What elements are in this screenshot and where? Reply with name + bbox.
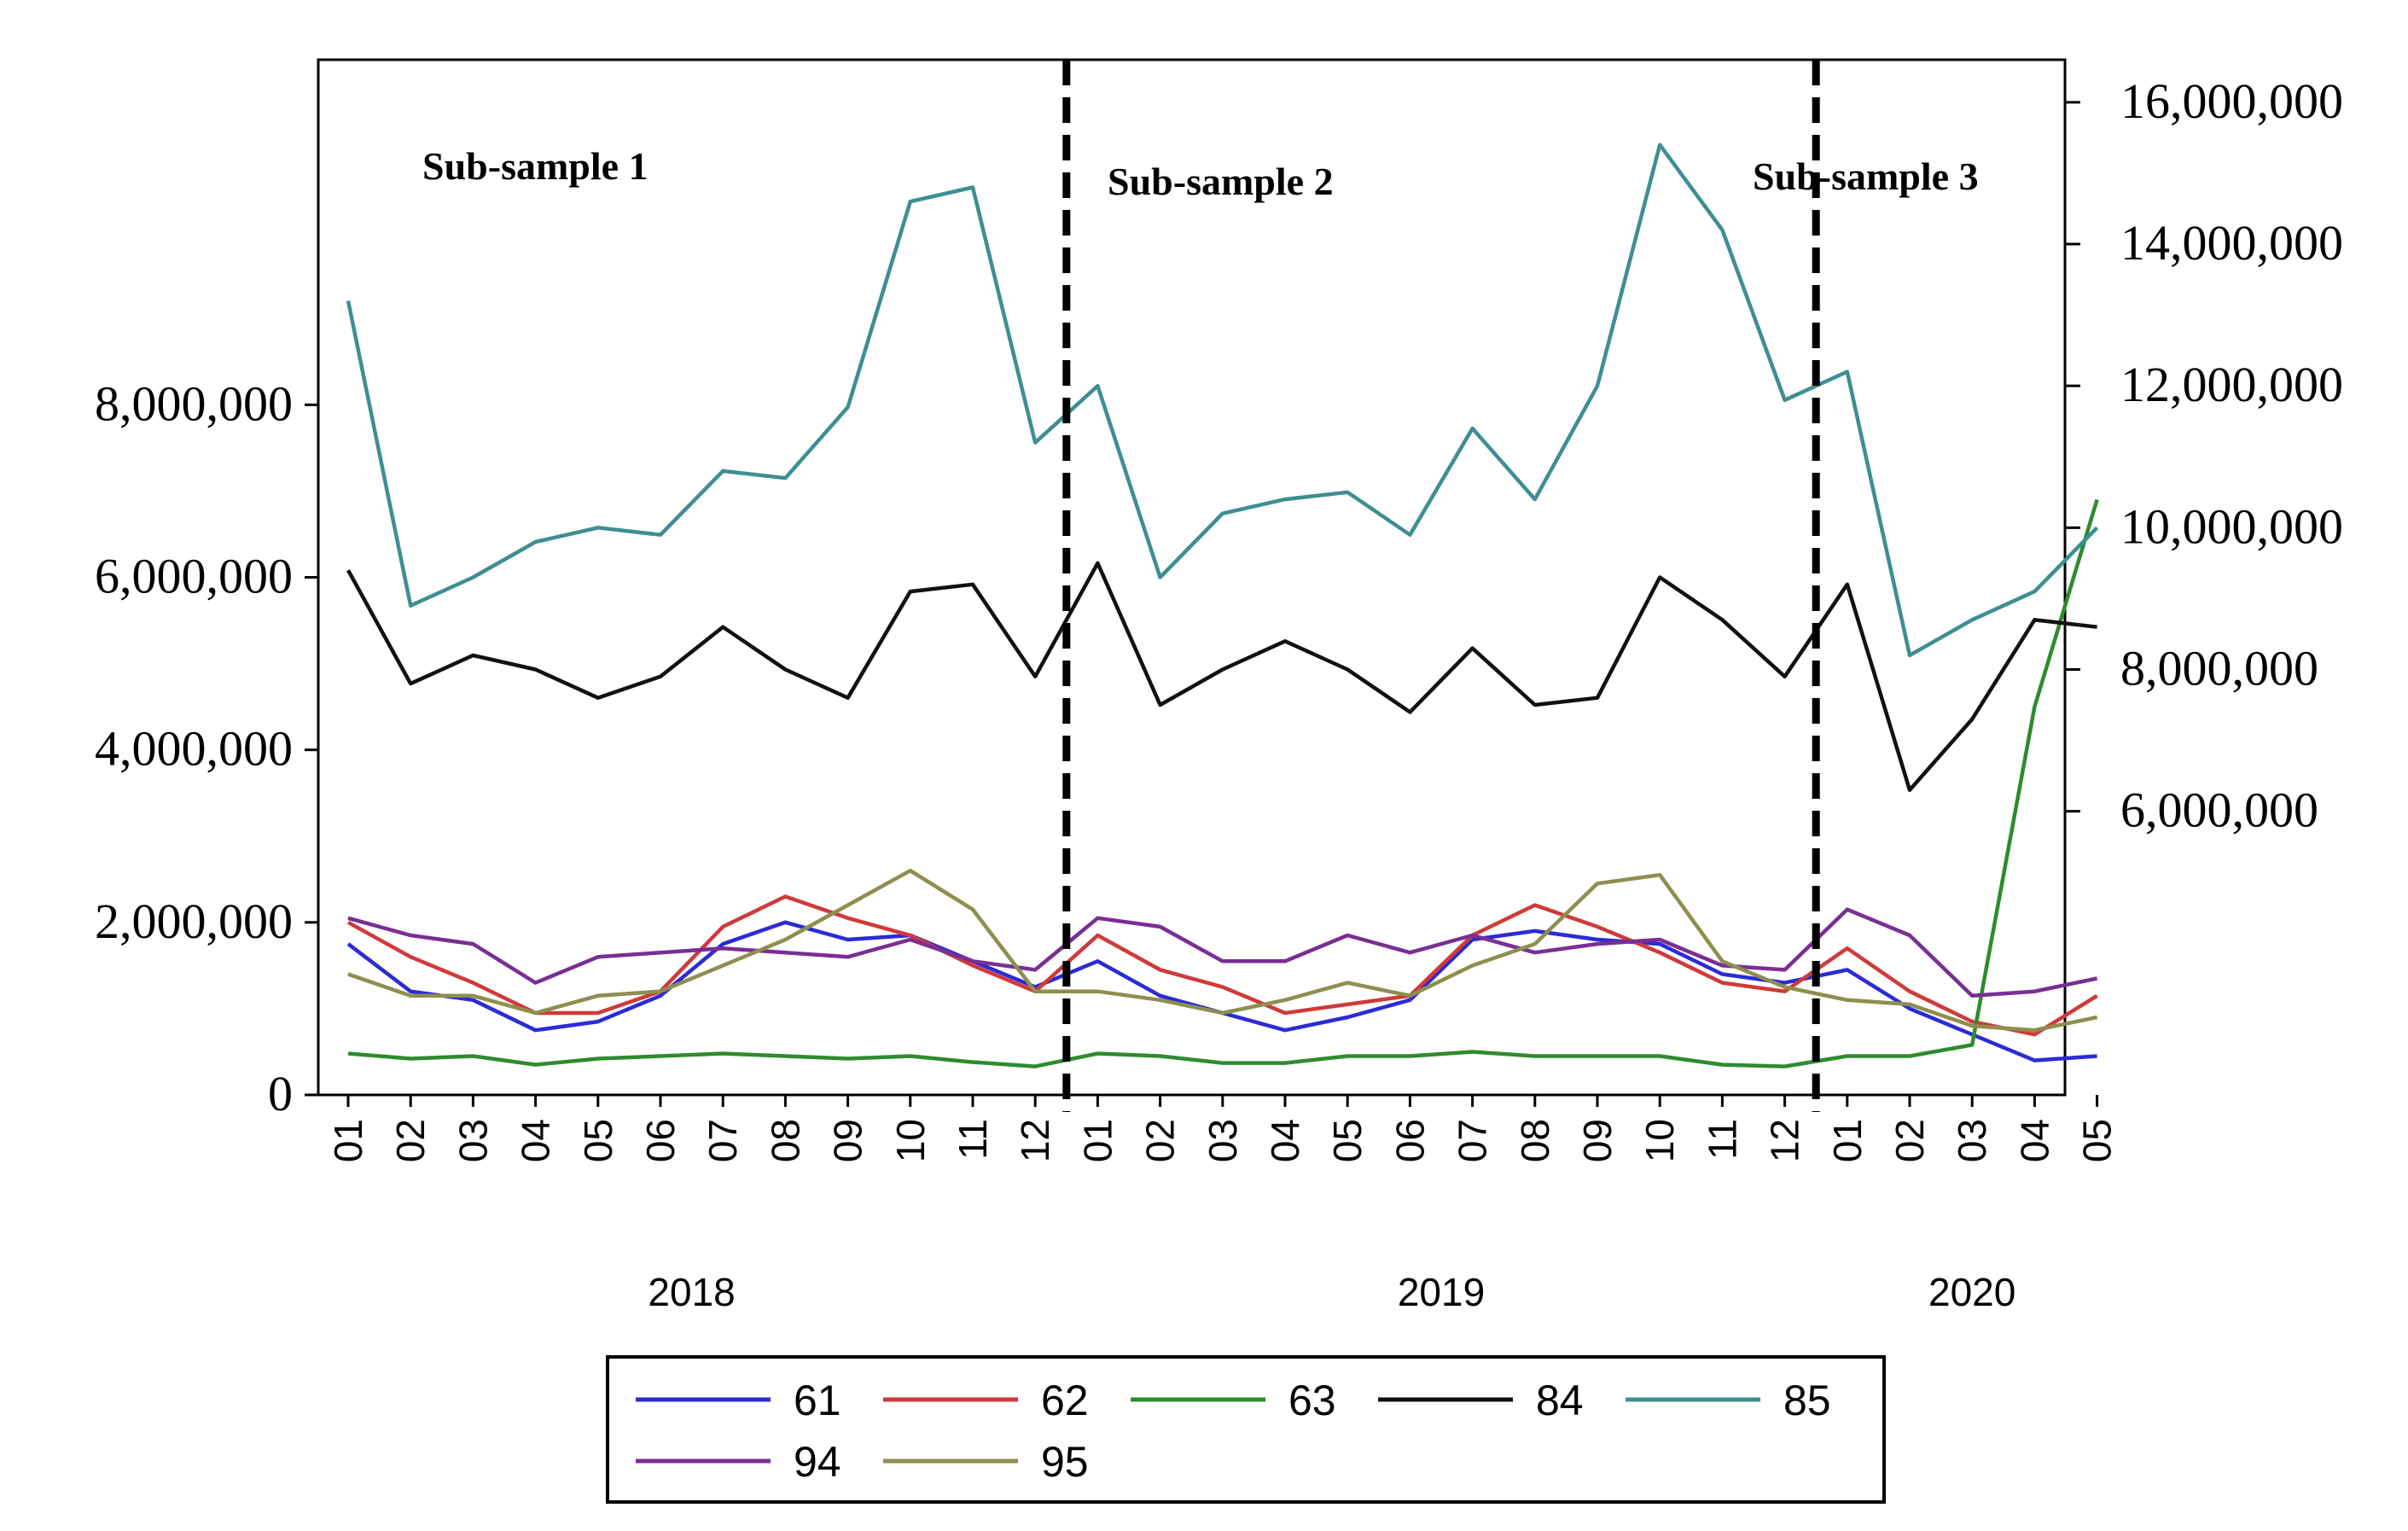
x-tick-label: 03	[451, 1119, 495, 1162]
sub-sample-dividers	[1062, 60, 1820, 1112]
series-line-85	[346, 143, 2099, 658]
right-axis-ticks: 6,000,000 8,000,000 10,000,000 12,000,000 14…	[2065, 73, 2343, 838]
legend: 61 62 63 84 85 94 95	[636, 1377, 1831, 1486]
x-tick-label: 08	[1513, 1119, 1557, 1162]
x-tick-label: 12	[1763, 1119, 1807, 1162]
sub-sample-labels: Sub-sample 1 Sub-sample 2 Sub-sample 3	[422, 144, 1979, 203]
x-tick-label: 02	[388, 1119, 433, 1162]
x-tick-label: 02	[1138, 1119, 1183, 1162]
x-tick-label: 03	[1950, 1119, 1994, 1162]
x-tick-label: 09	[826, 1119, 870, 1162]
series-line-61	[346, 920, 2097, 1062]
series-line-62	[346, 894, 2098, 1037]
x-tick-label: 06	[1387, 1119, 1432, 1162]
right-tick-label: 14,000,000	[2120, 215, 2343, 271]
legend-label-61: 61	[794, 1377, 841, 1424]
legend-label-84: 84	[1536, 1377, 1584, 1424]
series-line-94	[347, 907, 2098, 998]
series-line-63	[347, 498, 2099, 1068]
series-line-95	[347, 868, 2098, 1033]
left-tick-label: 2,000,000	[95, 894, 293, 949]
x-tick-label: 05	[576, 1119, 620, 1162]
x-tick-label: 01	[326, 1119, 370, 1162]
x-tick-label: 04	[514, 1119, 558, 1162]
x-tick-label: 09	[1575, 1119, 1620, 1162]
x-tick-label: 01	[1075, 1119, 1120, 1162]
x-tick-label: 12	[1013, 1119, 1057, 1162]
legend-box	[606, 1355, 1886, 1504]
x-tick-label: 10	[888, 1119, 933, 1162]
x-tick-label: 03	[1201, 1119, 1245, 1162]
year-labels: 2018 2019 2020	[648, 1270, 2015, 1314]
x-tick-label: 07	[701, 1119, 745, 1162]
year-label: 2020	[1928, 1270, 2015, 1314]
x-tick-label: 08	[763, 1119, 807, 1162]
x-tick-label: 05	[1325, 1119, 1370, 1162]
plot-frame	[317, 58, 2067, 1097]
right-tick-label: 6,000,000	[2120, 783, 2318, 838]
x-tick-label: 05	[2075, 1119, 2120, 1162]
sub-sample-label: Sub-sample 3	[1753, 154, 1979, 198]
right-tick-label: 10,000,000	[2120, 498, 2343, 554]
x-tick-label: 06	[638, 1119, 683, 1162]
legend-label-63: 63	[1288, 1377, 1336, 1424]
year-label: 2019	[1398, 1270, 1485, 1314]
left-tick-label: 8,000,000	[95, 375, 293, 431]
right-tick-label: 8,000,000	[2120, 641, 2318, 696]
legend-label-94: 94	[794, 1438, 841, 1486]
series-lines	[346, 143, 2099, 1068]
x-tick-label: 10	[1637, 1119, 1682, 1162]
series-line-84	[346, 561, 2097, 792]
left-axis-ticks: 0 2,000,000 4,000,000 6,000,000 8,000,000	[95, 375, 318, 1121]
x-tick-label: 04	[2012, 1119, 2056, 1162]
legend-label-85: 85	[1783, 1377, 1831, 1424]
right-tick-label: 12,000,000	[2120, 357, 2343, 412]
year-label: 2018	[648, 1270, 735, 1314]
x-tick-label: 11	[1700, 1119, 1744, 1160]
legend-label-95: 95	[1041, 1438, 1089, 1486]
x-tick-label: 01	[1825, 1119, 1870, 1162]
sub-sample-label: Sub-sample 2	[1108, 160, 1334, 203]
x-tick-label: 11	[951, 1119, 995, 1160]
x-tick-label: 04	[1263, 1119, 1307, 1162]
x-axis-ticks: 01 02 03 04 05 06 07 08 09 10 11 12 01 02 03 04 05 06 07 08…	[326, 1095, 2120, 1162]
left-tick-label: 6,000,000	[95, 549, 293, 604]
right-tick-label: 16,000,000	[2120, 73, 2343, 129]
x-tick-label: 02	[1887, 1119, 1932, 1162]
left-tick-label: 0	[268, 1066, 293, 1121]
legend-label-62: 62	[1041, 1377, 1089, 1424]
x-tick-label: 07	[1451, 1119, 1495, 1162]
left-tick-label: 4,000,000	[95, 721, 293, 777]
sub-sample-label: Sub-sample 1	[422, 144, 649, 188]
